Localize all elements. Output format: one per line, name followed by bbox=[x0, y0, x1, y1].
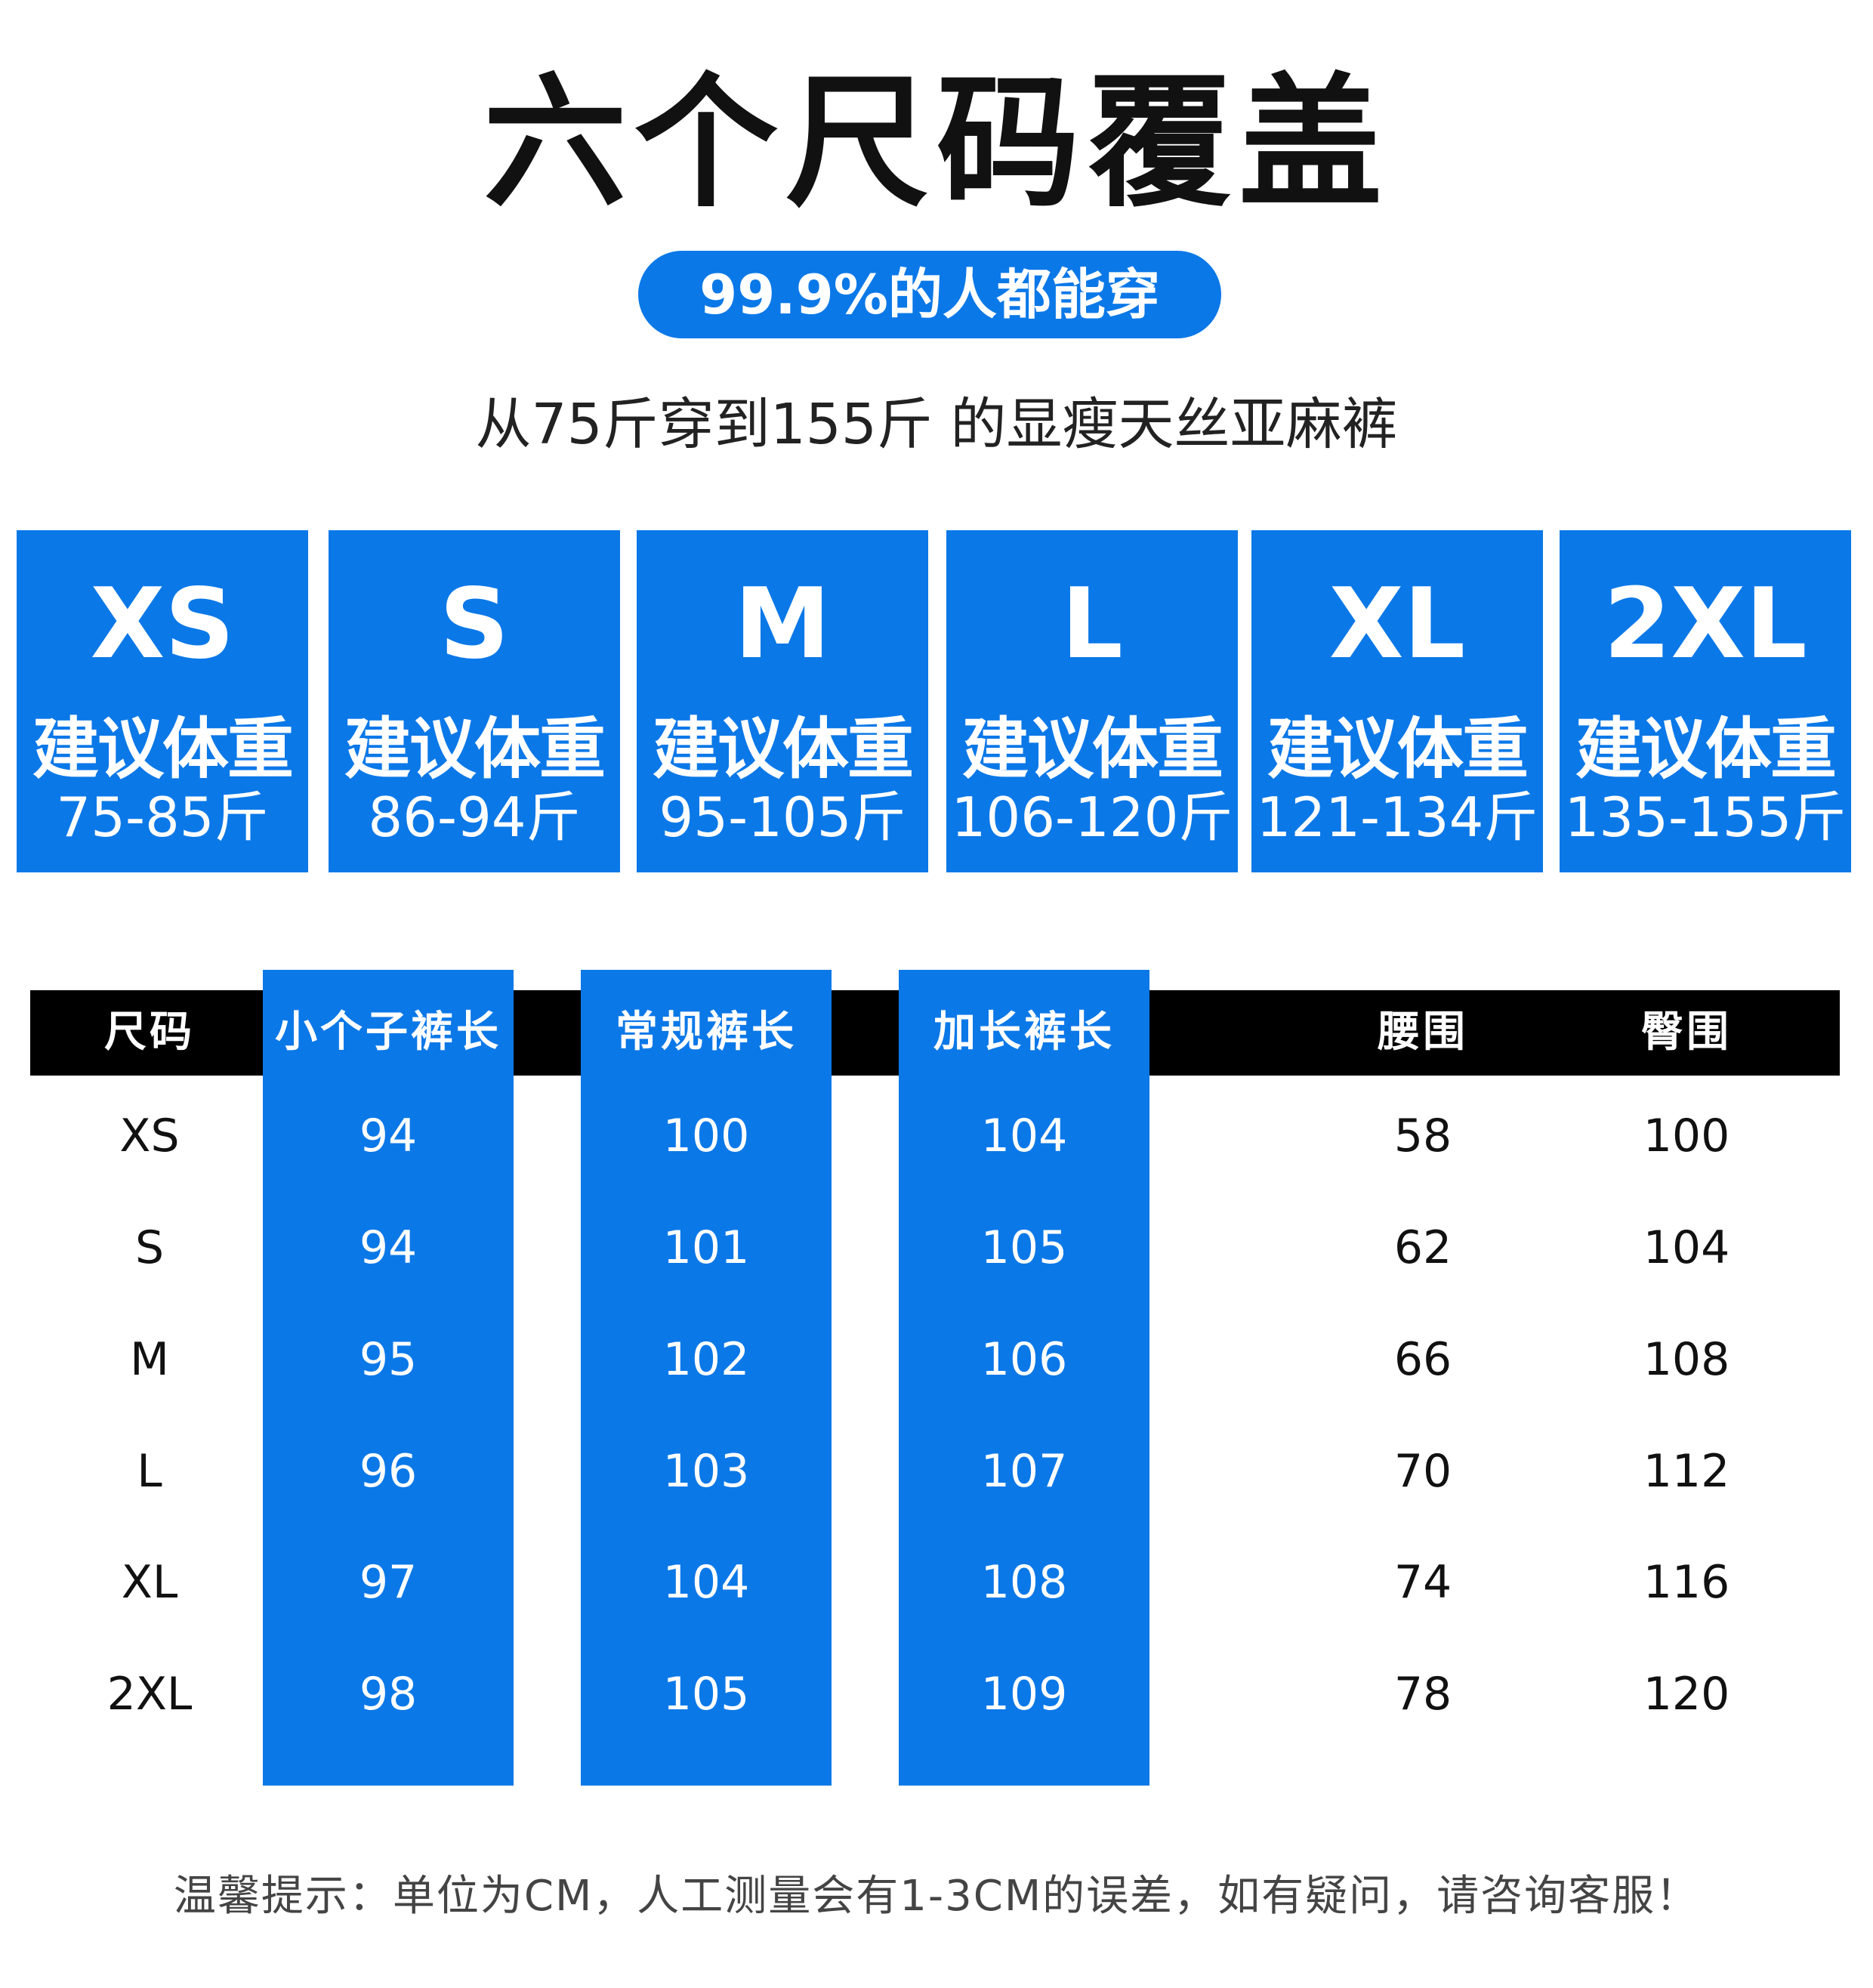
table-cell: 104 bbox=[980, 1110, 1068, 1162]
table-cell: 70 bbox=[1393, 1445, 1452, 1498]
table-cell: M bbox=[130, 1333, 169, 1386]
size-card-m: M 建议体重 95-105斤 bbox=[637, 530, 928, 872]
page-title: 六个尺码覆盖 bbox=[483, 60, 1390, 227]
table-cell: 103 bbox=[662, 1445, 750, 1498]
table-cell: 58 bbox=[1393, 1110, 1452, 1162]
column-header: 臀围 bbox=[1641, 1008, 1732, 1057]
table-cell: 66 bbox=[1393, 1333, 1452, 1386]
table-cell: 104 bbox=[662, 1556, 750, 1609]
table-cell: 105 bbox=[662, 1668, 750, 1721]
weight-range: 95-105斤 bbox=[659, 786, 906, 849]
weight-range: 121-134斤 bbox=[1256, 786, 1538, 849]
weight-range: 135-155斤 bbox=[1564, 786, 1847, 849]
size-card-l: L 建议体重 106-120斤 bbox=[946, 530, 1238, 872]
table-cell: XL bbox=[121, 1556, 178, 1609]
table-cell: 101 bbox=[662, 1221, 750, 1274]
table-cell: 98 bbox=[359, 1668, 418, 1721]
column-header: 常规裤长 bbox=[616, 1008, 797, 1057]
table-cell: 62 bbox=[1393, 1221, 1452, 1274]
table-cell: 104 bbox=[1643, 1221, 1730, 1274]
table-cell: 100 bbox=[1643, 1110, 1730, 1162]
table-cell: 95 bbox=[359, 1333, 418, 1386]
column-header: 加长裤长 bbox=[933, 1008, 1115, 1057]
table-cell: 105 bbox=[980, 1221, 1068, 1274]
size-label: S bbox=[439, 568, 510, 681]
weight-range: 75-85斤 bbox=[56, 786, 269, 849]
petite-length-column bbox=[263, 970, 514, 1786]
size-label: XL bbox=[1328, 568, 1466, 681]
column-header: 小个子裤长 bbox=[275, 1008, 501, 1057]
table-cell: 112 bbox=[1643, 1445, 1730, 1498]
size-card-xl: XL 建议体重 121-134斤 bbox=[1251, 530, 1543, 872]
footer-note: 温馨提示：单位为CM，人工测量会有1-3CM的误差，如有疑问，请咨询客服！ bbox=[173, 1872, 1700, 1921]
long-length-column bbox=[899, 970, 1149, 1786]
table-cell: 100 bbox=[662, 1110, 750, 1162]
table-cell: 97 bbox=[359, 1556, 418, 1609]
size-label: M bbox=[734, 568, 831, 681]
table-cell: 106 bbox=[980, 1333, 1068, 1386]
table-cell: 74 bbox=[1393, 1556, 1452, 1609]
weight-label: 建议体重 bbox=[1575, 710, 1837, 788]
table-cell: 116 bbox=[1643, 1556, 1730, 1609]
table-cell: L bbox=[137, 1445, 162, 1498]
weight-label: 建议体重 bbox=[32, 710, 294, 788]
table-cell: XS bbox=[119, 1110, 180, 1162]
column-header: 腰围 bbox=[1378, 1008, 1468, 1057]
table-cell: 108 bbox=[1643, 1333, 1730, 1386]
size-label: L bbox=[1061, 568, 1123, 681]
weight-label: 建议体重 bbox=[1267, 710, 1529, 788]
table-cell: S bbox=[134, 1221, 165, 1274]
coverage-badge: 99.9%的人都能穿 bbox=[638, 251, 1221, 338]
table-cell: 78 bbox=[1393, 1668, 1452, 1721]
weight-label: 建议体重 bbox=[652, 710, 914, 788]
table-cell: 96 bbox=[359, 1445, 418, 1498]
weight-label: 建议体重 bbox=[344, 710, 606, 788]
weight-range: 86-94斤 bbox=[368, 786, 581, 849]
table-cell: 109 bbox=[980, 1668, 1068, 1721]
table-cell: 94 bbox=[359, 1110, 418, 1162]
table-cell: 102 bbox=[662, 1333, 750, 1386]
weight-range: 106-120斤 bbox=[951, 786, 1233, 849]
table-cell: 107 bbox=[980, 1445, 1068, 1498]
size-label: XS bbox=[90, 568, 235, 681]
size-card-2xl: 2XL 建议体重 135-155斤 bbox=[1560, 530, 1851, 872]
table-cell: 94 bbox=[359, 1221, 418, 1274]
size-card-s: S 建议体重 86-94斤 bbox=[329, 530, 620, 872]
table-cell: 2XL bbox=[106, 1668, 193, 1721]
weight-label: 建议体重 bbox=[961, 710, 1223, 788]
subtitle: 从75斤穿到155斤 的显瘦天丝亚麻裤 bbox=[475, 392, 1398, 457]
table-cell: 120 bbox=[1643, 1668, 1730, 1721]
regular-length-column bbox=[581, 970, 832, 1786]
column-header: 尺码 bbox=[104, 1008, 195, 1057]
size-card-xs: XS 建议体重 75-85斤 bbox=[17, 530, 308, 872]
table-cell: 108 bbox=[980, 1556, 1068, 1609]
size-label: 2XL bbox=[1603, 568, 1807, 681]
